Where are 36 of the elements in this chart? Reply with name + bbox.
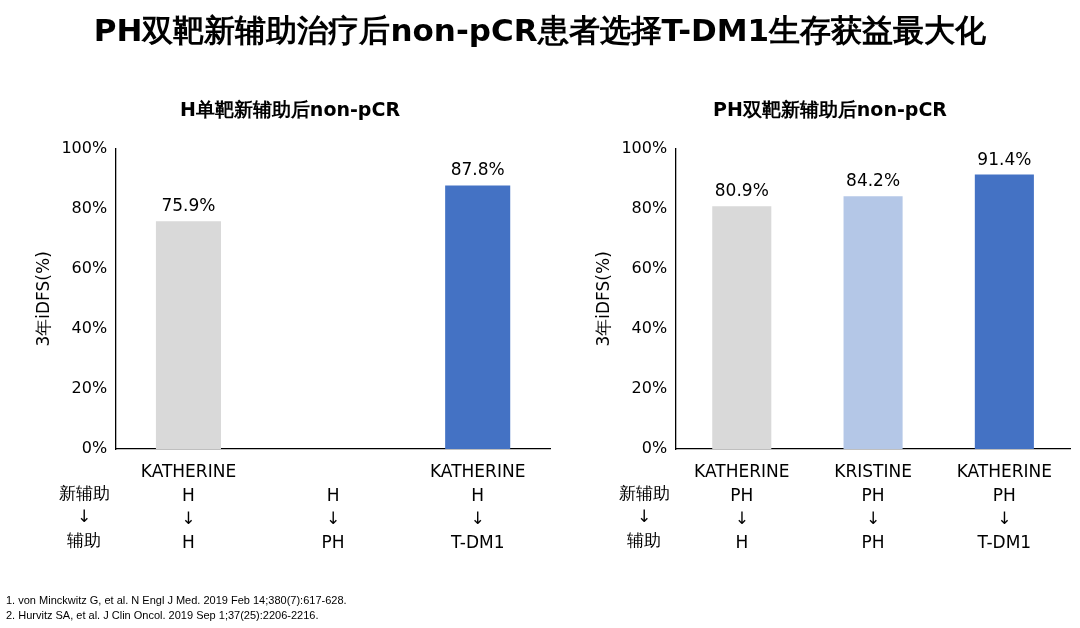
data-label: 80.9% bbox=[714, 180, 769, 201]
data-label: 91.4% bbox=[977, 148, 1032, 169]
y-tick-label: 40% bbox=[71, 318, 108, 338]
y-tick-label: 20% bbox=[71, 378, 108, 398]
text: 1. von Minckwitz G, et al. N Engl J Med. 2019 Feb 14;380(7):617-628. bbox=[6, 593, 347, 608]
y-tick-label: 100% bbox=[621, 137, 668, 157]
data-label: 84.2% bbox=[846, 170, 901, 191]
y-tick-label: 40% bbox=[631, 318, 668, 338]
x-tick-label: KRISTINE PH ↓ PH bbox=[834, 461, 912, 552]
y-tick-label: 80% bbox=[71, 198, 108, 217]
x-tick-label: KATHERINE H ↓ T-DM1 bbox=[430, 461, 526, 552]
text: 新辅助 bbox=[618, 482, 670, 503]
x-tick-label: KATHERINE PH ↓ H bbox=[694, 461, 790, 552]
y-tick-label: 80% bbox=[631, 198, 668, 217]
text: ↓ bbox=[637, 506, 652, 527]
x-tick-label: KATHERINE PH ↓ T-DM1 bbox=[956, 461, 1053, 552]
x-tick-label: H ↓ PH bbox=[321, 484, 345, 552]
chart-title: PH双靶新辅助后non-pCR bbox=[713, 98, 948, 121]
data-label: 75.9% bbox=[161, 195, 216, 216]
y-axis-title: 3年iDFS(%) bbox=[592, 251, 613, 347]
text: 2. Hurvitz SA, et al. J Clin Oncol. 2019 Sep 1;37(25):2206-2216. bbox=[6, 608, 320, 623]
text: 新辅助 bbox=[58, 482, 110, 503]
y-tick-label: 20% bbox=[631, 378, 668, 398]
y-tick-label: 60% bbox=[71, 258, 108, 278]
text: 辅助 bbox=[67, 529, 102, 550]
y-axis-title: 3年iDFS(%) bbox=[32, 251, 53, 347]
chart-title: H单靶新辅助后non-pCR bbox=[179, 98, 401, 121]
data-label: 87.8% bbox=[450, 159, 505, 180]
x-tick-label: KATHERINE H ↓ H bbox=[140, 461, 237, 552]
y-tick-label: 100% bbox=[61, 137, 108, 157]
text: ↓ bbox=[77, 506, 92, 527]
y-tick-label: 0% bbox=[641, 438, 668, 458]
text: PH双靶新辅助治疗后non-pCR患者选择T-DM1生存获益最大化 bbox=[92, 11, 988, 50]
y-tick-label: 60% bbox=[631, 258, 668, 278]
text: 辅助 bbox=[627, 529, 662, 550]
y-tick-label: 0% bbox=[81, 438, 108, 458]
